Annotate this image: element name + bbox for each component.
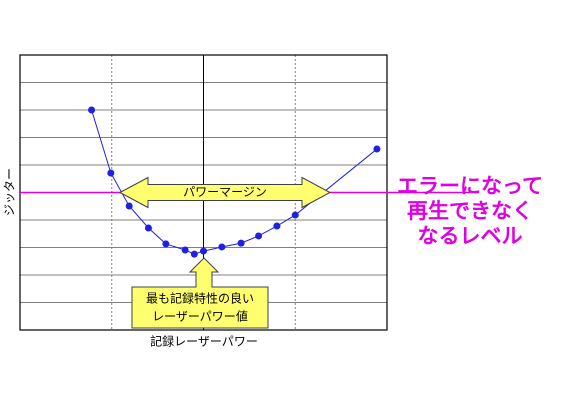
- threshold-label: なるレベル: [418, 224, 523, 248]
- annotation: パワーマージン: [183, 185, 267, 199]
- data-point: [291, 211, 299, 219]
- y-axis-label: ジッター: [3, 168, 17, 216]
- data-point: [218, 243, 226, 251]
- threshold-label: 再生できなく: [407, 199, 533, 223]
- data-point: [107, 169, 115, 177]
- annotation: 最も記録特性の良い: [146, 291, 254, 306]
- data-point: [373, 145, 381, 153]
- data-point: [237, 239, 245, 247]
- data-point: [181, 246, 189, 254]
- series-line: [91, 109, 378, 255]
- annotation: レーザーパワー値: [152, 309, 248, 324]
- data-point: [88, 106, 96, 114]
- data-point: [144, 224, 152, 232]
- margin-arrow: [118, 176, 332, 209]
- data-point: [200, 247, 207, 255]
- data-point: [125, 202, 133, 210]
- data-point: [273, 222, 281, 230]
- threshold-label: エラーになって: [397, 174, 543, 198]
- data-point: [255, 232, 263, 240]
- data-point: [190, 250, 198, 258]
- x-axis-label: 記録レーザーパワー: [150, 334, 258, 349]
- best-power-callout: [131, 257, 269, 329]
- data-point: [162, 240, 170, 248]
